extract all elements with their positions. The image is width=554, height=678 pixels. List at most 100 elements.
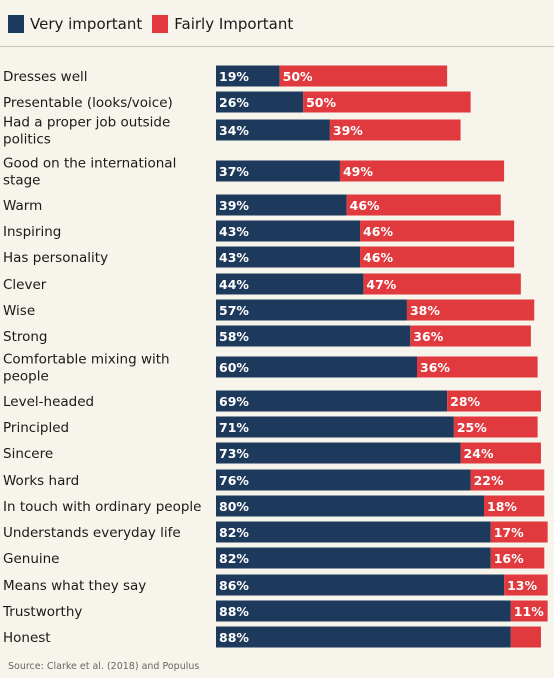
value-label-very: 88% bbox=[219, 630, 249, 645]
category-label: Wise bbox=[3, 303, 35, 319]
value-label-very: 80% bbox=[219, 499, 249, 514]
legend-label-fairly: Fairly Important bbox=[174, 15, 294, 33]
value-label-very: 71% bbox=[219, 420, 249, 435]
value-label-very: 43% bbox=[219, 250, 249, 265]
value-label-very: 19% bbox=[219, 69, 249, 84]
bar-very-important bbox=[216, 600, 511, 622]
value-label-fairly: 47% bbox=[366, 277, 396, 292]
value-label-fairly: 17% bbox=[494, 525, 524, 540]
value-label-fairly: 38% bbox=[410, 303, 440, 318]
legend-item-fairly: Fairly Important bbox=[152, 15, 293, 33]
value-label-very: 37% bbox=[219, 164, 249, 179]
value-label-very: 69% bbox=[219, 394, 249, 409]
bar-very-important bbox=[216, 119, 330, 141]
bar-very-important bbox=[216, 246, 361, 268]
bar-very-important bbox=[216, 442, 461, 464]
bar-very-important bbox=[216, 356, 417, 378]
bar-very-important bbox=[216, 273, 364, 295]
category-label: Comfortable mixing with bbox=[3, 352, 170, 368]
value-label-fairly: 36% bbox=[420, 360, 450, 375]
category-label: Strong bbox=[3, 329, 48, 345]
legend-swatch-fairly bbox=[152, 15, 169, 33]
value-label-fairly: 36% bbox=[413, 329, 443, 344]
value-label-fairly: 25% bbox=[457, 420, 487, 435]
bar-very-important bbox=[216, 325, 411, 347]
bar-very-important bbox=[216, 390, 448, 412]
category-label: politics bbox=[3, 132, 51, 148]
value-label-fairly: 24% bbox=[464, 446, 494, 461]
value-label-fairly: 18% bbox=[487, 499, 517, 514]
category-label: stage bbox=[3, 173, 40, 189]
bar-fairly-important bbox=[470, 469, 545, 491]
bar-fairly-important bbox=[484, 495, 545, 517]
bar-very-important bbox=[216, 194, 347, 216]
legend-item-very: Very important bbox=[8, 15, 142, 33]
category-label: Presentable (looks/voice) bbox=[3, 95, 173, 111]
bar-fairly-important bbox=[453, 416, 538, 438]
bar-very-important bbox=[216, 495, 484, 517]
bar-fairly-important bbox=[490, 547, 545, 569]
category-label: In touch with ordinary people bbox=[3, 499, 201, 515]
bar-fairly-important bbox=[510, 626, 541, 648]
category-label: Principled bbox=[3, 420, 69, 436]
value-label-very: 88% bbox=[219, 604, 249, 619]
value-label-fairly: 11% bbox=[514, 604, 544, 619]
top-divider bbox=[0, 46, 554, 47]
legend-label-very: Very important bbox=[30, 15, 143, 33]
bar-very-important bbox=[216, 626, 511, 648]
category-label: Inspiring bbox=[3, 224, 61, 240]
bar-fairly-important bbox=[460, 442, 541, 464]
category-label: Dresses well bbox=[3, 69, 88, 85]
bar-fairly-important bbox=[410, 325, 531, 347]
category-label: Good on the international bbox=[3, 156, 176, 172]
bar-very-important bbox=[216, 160, 340, 182]
bar-fairly-important bbox=[329, 119, 461, 141]
category-label: Means what they say bbox=[3, 578, 146, 594]
value-label-very: 34% bbox=[219, 123, 249, 138]
value-label-very: 82% bbox=[219, 525, 249, 540]
bar-very-important bbox=[216, 91, 304, 113]
bar-very-important bbox=[216, 416, 454, 438]
category-label: Honest bbox=[3, 630, 51, 646]
category-label: Clever bbox=[3, 277, 47, 293]
legend: Very important Fairly Important bbox=[8, 10, 303, 38]
bar-fairly-important bbox=[504, 574, 548, 596]
value-label-fairly: 46% bbox=[350, 198, 380, 213]
value-label-fairly: 46% bbox=[363, 224, 393, 239]
category-label: Genuine bbox=[3, 551, 60, 567]
bar-fairly-important bbox=[360, 246, 515, 268]
bar-fairly-important bbox=[339, 160, 505, 182]
value-label-fairly: 22% bbox=[474, 473, 504, 488]
value-label-fairly: 13% bbox=[507, 578, 537, 593]
bar-fairly-important bbox=[346, 194, 501, 216]
category-label: Works hard bbox=[3, 473, 79, 489]
bar-fairly-important bbox=[510, 600, 548, 622]
category-label: people bbox=[3, 369, 49, 385]
legend-swatch-very bbox=[8, 15, 24, 33]
bar-fairly-important bbox=[360, 220, 515, 242]
bar-very-important bbox=[216, 65, 280, 87]
bar-very-important bbox=[216, 521, 491, 543]
value-label-fairly: 50% bbox=[283, 69, 313, 84]
value-label-fairly: 16% bbox=[494, 551, 524, 566]
bar-very-important bbox=[216, 574, 505, 596]
source-note: Source: Clarke et al. (2018) and Populus bbox=[8, 661, 200, 672]
value-label-very: 57% bbox=[219, 303, 249, 318]
value-label-fairly: 50% bbox=[306, 95, 336, 110]
value-label-fairly: 49% bbox=[343, 164, 373, 179]
bar-very-important bbox=[216, 299, 407, 321]
bar-very-important bbox=[216, 220, 361, 242]
bar-fairly-important bbox=[303, 91, 471, 113]
value-label-fairly: 39% bbox=[333, 123, 363, 138]
bar-fairly-important bbox=[490, 521, 548, 543]
value-label-very: 43% bbox=[219, 224, 249, 239]
value-label-very: 60% bbox=[219, 360, 249, 375]
value-label-very: 73% bbox=[219, 446, 249, 461]
value-label-very: 76% bbox=[219, 473, 249, 488]
value-label-very: 44% bbox=[219, 277, 249, 292]
value-label-very: 26% bbox=[219, 95, 249, 110]
category-label: Warm bbox=[3, 198, 42, 214]
category-label: Had a proper job outside bbox=[3, 115, 170, 131]
value-label-very: 82% bbox=[219, 551, 249, 566]
